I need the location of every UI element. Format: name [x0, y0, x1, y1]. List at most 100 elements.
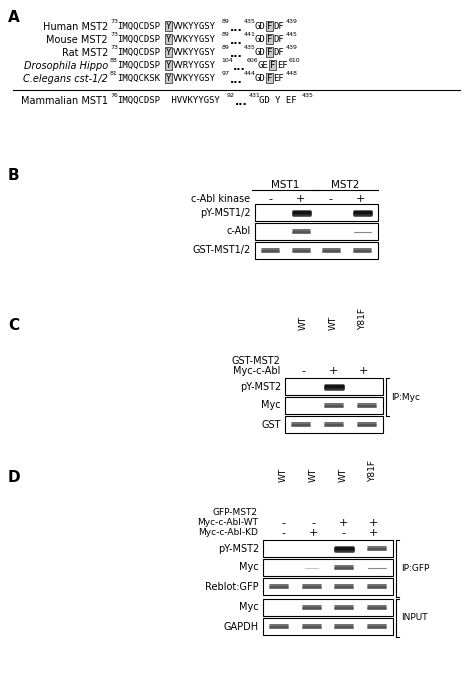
Text: ...: ...: [235, 97, 247, 107]
Text: F: F: [267, 48, 272, 57]
Text: 445: 445: [286, 32, 298, 37]
Text: GD Y EF: GD Y EF: [259, 96, 297, 105]
Text: GST: GST: [262, 419, 281, 430]
Bar: [285, 397, 383, 414]
Text: C.elegans cst-1/2: C.elegans cst-1/2: [23, 74, 108, 84]
Text: 89: 89: [221, 19, 229, 24]
Bar: [263, 599, 393, 616]
Text: +: +: [338, 518, 348, 528]
Text: F: F: [267, 35, 272, 44]
Text: 73: 73: [110, 32, 118, 37]
Text: GST-MST2: GST-MST2: [231, 356, 280, 366]
Text: VVKYYGSY: VVKYYGSY: [173, 74, 216, 83]
Text: ...: ...: [230, 36, 243, 46]
Text: -: -: [301, 366, 305, 376]
Text: Rat MST2: Rat MST2: [62, 48, 108, 58]
Bar: [255, 204, 378, 221]
Text: B: B: [8, 168, 19, 183]
Text: Y81F: Y81F: [368, 460, 377, 482]
Text: D: D: [8, 470, 21, 485]
Text: DF: DF: [273, 35, 284, 44]
Bar: [255, 223, 378, 240]
Text: GD: GD: [255, 48, 265, 57]
Text: 439: 439: [286, 19, 298, 24]
Text: 444: 444: [244, 71, 256, 76]
Bar: [165, 21, 173, 31]
Text: Myc: Myc: [239, 562, 259, 573]
Text: GD: GD: [255, 22, 265, 31]
Text: Y: Y: [166, 48, 172, 57]
Text: +: +: [358, 366, 368, 376]
Text: c-Abl kinase: c-Abl kinase: [191, 194, 250, 204]
Text: F: F: [267, 22, 272, 31]
Bar: [285, 378, 383, 395]
Text: Y: Y: [166, 35, 172, 44]
Text: MST1: MST1: [271, 180, 299, 190]
Text: GAPDH: GAPDH: [224, 622, 259, 631]
Text: 448: 448: [286, 71, 298, 76]
Text: GST-MST1/2: GST-MST1/2: [193, 246, 251, 256]
Text: WT: WT: [328, 316, 337, 330]
Text: 97: 97: [221, 71, 229, 76]
Text: WT: WT: [299, 316, 308, 330]
Text: Myc-c-Abl-WT: Myc-c-Abl-WT: [197, 518, 258, 527]
Bar: [165, 34, 173, 44]
Text: EF: EF: [273, 74, 284, 83]
Text: INPUT: INPUT: [401, 614, 428, 622]
Bar: [263, 540, 393, 557]
Text: +: +: [308, 528, 318, 538]
Text: Myc-c-Abl: Myc-c-Abl: [233, 366, 280, 376]
Text: F: F: [267, 74, 272, 83]
Text: 76: 76: [110, 93, 118, 98]
Text: DF: DF: [273, 48, 284, 57]
Text: HVVKYYGSY: HVVKYYGSY: [166, 96, 219, 105]
Text: IMQQCDSP: IMQQCDSP: [118, 61, 161, 70]
Text: 606: 606: [247, 58, 259, 63]
Text: 88: 88: [110, 58, 118, 63]
Text: ...: ...: [233, 62, 246, 72]
Text: -: -: [311, 518, 315, 528]
Text: C: C: [8, 318, 19, 333]
Bar: [266, 47, 273, 57]
Text: VVKYYGSY: VVKYYGSY: [173, 22, 216, 31]
Text: 73: 73: [110, 45, 118, 50]
Text: Y: Y: [166, 61, 172, 70]
Text: GD: GD: [255, 35, 265, 44]
Text: pY-MST2: pY-MST2: [240, 382, 281, 391]
Text: IMQQCKSK: IMQQCKSK: [118, 74, 161, 83]
Text: Y: Y: [166, 22, 172, 31]
Text: +: +: [356, 194, 365, 204]
Bar: [266, 21, 273, 31]
Text: +: +: [368, 518, 378, 528]
Text: -: -: [281, 528, 285, 538]
Text: 435: 435: [302, 93, 314, 98]
Text: 89: 89: [221, 32, 229, 37]
Text: -: -: [341, 528, 345, 538]
Bar: [263, 559, 393, 576]
Text: IMQQCDSP: IMQQCDSP: [118, 22, 161, 31]
Bar: [263, 618, 393, 635]
Text: +: +: [328, 366, 337, 376]
Text: ...: ...: [230, 23, 243, 33]
Bar: [266, 73, 273, 83]
Text: 441: 441: [244, 32, 255, 37]
Text: GFP-MST2: GFP-MST2: [213, 508, 258, 517]
Text: WT: WT: [279, 468, 288, 482]
Text: pY-MST2: pY-MST2: [218, 544, 259, 553]
Text: +: +: [295, 194, 305, 204]
Text: Mouse MST2: Mouse MST2: [46, 35, 108, 45]
Bar: [285, 416, 383, 433]
Text: WT: WT: [309, 468, 318, 482]
Text: -: -: [268, 194, 272, 204]
Text: WT: WT: [338, 468, 347, 482]
Text: 610: 610: [289, 58, 301, 63]
Text: 89: 89: [221, 45, 229, 50]
Text: Mammalian MST1: Mammalian MST1: [21, 96, 108, 106]
Text: pY-MST1/2: pY-MST1/2: [201, 207, 251, 218]
Text: IMQQCDSP: IMQQCDSP: [118, 96, 161, 105]
Text: A: A: [8, 10, 20, 25]
Text: ...: ...: [230, 49, 243, 59]
Text: VVRYYGSY: VVRYYGSY: [173, 61, 216, 70]
Bar: [255, 242, 378, 259]
Text: 439: 439: [286, 45, 298, 50]
